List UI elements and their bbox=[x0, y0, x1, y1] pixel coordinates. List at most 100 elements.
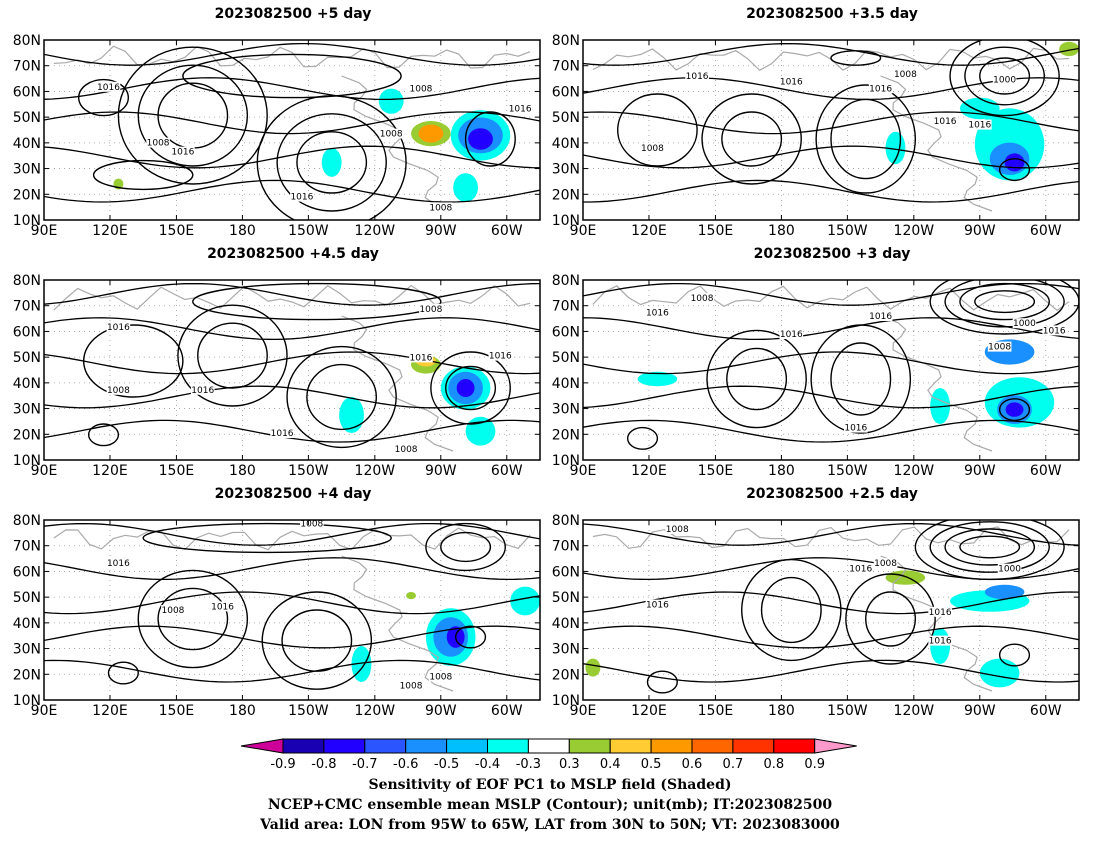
latitude-label: 70N bbox=[552, 539, 580, 555]
latitude-label: 40N bbox=[13, 616, 41, 632]
mslp-contour-line bbox=[929, 521, 1050, 573]
contour-label: 1016 bbox=[191, 386, 214, 396]
mslp-contour-line bbox=[44, 557, 540, 581]
longitude-label: 90W bbox=[964, 463, 996, 479]
longitude-label: 90E bbox=[31, 463, 58, 479]
longitude-label: 60W bbox=[1030, 223, 1062, 239]
mslp-contour-line bbox=[626, 426, 659, 450]
mslp-contour-line bbox=[440, 531, 492, 563]
map-panel-3: 1016 1008 1016 1016 1016 1016 1008 1008 80N 70N 60… bbox=[13, 273, 541, 479]
contour-label: 1016 bbox=[509, 104, 532, 114]
mslp-contours: 1016 1016 1008 1008 1008 1008 bbox=[44, 520, 540, 692]
contour-label: 1000 bbox=[1013, 319, 1036, 329]
longitude-label: 120W bbox=[355, 223, 396, 239]
longitude-label: 120E bbox=[631, 223, 667, 239]
longitude-label: 120E bbox=[631, 703, 667, 719]
latitude-label: 50N bbox=[552, 350, 580, 366]
mslp-contour-line bbox=[583, 419, 1079, 443]
latitude-label: 80N bbox=[552, 513, 580, 529]
latitude-label: 70N bbox=[13, 59, 41, 75]
sensitivity-shading bbox=[885, 570, 926, 585]
contour-label: 1016 bbox=[211, 602, 234, 612]
mslp-contour-line bbox=[944, 528, 1036, 566]
contour-label: 1016 bbox=[646, 308, 669, 318]
coastline bbox=[53, 45, 531, 69]
mslp-contour-line bbox=[583, 42, 1079, 66]
contour-label: 1016 bbox=[929, 608, 952, 618]
latitude-label: 30N bbox=[13, 402, 41, 418]
latitude-label: 80N bbox=[13, 273, 41, 289]
map-frame bbox=[43, 279, 541, 461]
latitude-label: 10N bbox=[552, 213, 580, 229]
mslp-contour-line bbox=[815, 84, 917, 194]
caption-line-1: Sensitivity of EOF PC1 to MSLP field (Sh… bbox=[368, 777, 732, 793]
colorbar-tick-label: 0.5 bbox=[641, 757, 662, 772]
mslp-contour-line bbox=[44, 111, 540, 135]
contour-label: 1016 bbox=[271, 429, 294, 439]
mslp-contour-line bbox=[914, 520, 1065, 581]
map-frame bbox=[43, 519, 541, 701]
coastline bbox=[341, 555, 454, 692]
mslp-contour-line bbox=[583, 385, 1079, 409]
sensitivity-shading bbox=[468, 128, 493, 150]
mslp-contour-line bbox=[454, 625, 487, 649]
colorbar-tick-label: -0.7 bbox=[352, 757, 377, 772]
latitude-label: 60N bbox=[552, 84, 580, 100]
longitude-label: 150W bbox=[827, 703, 868, 719]
colorbar-tick-label: 0.6 bbox=[682, 757, 703, 772]
latitude-label: 30N bbox=[552, 162, 580, 178]
mslp-contour-line bbox=[721, 111, 783, 167]
mslp-contour-line bbox=[998, 643, 1031, 667]
latitude-label: 40N bbox=[13, 136, 41, 152]
mslp-contour-line bbox=[583, 522, 1079, 546]
longitude-label: 120E bbox=[92, 703, 128, 719]
panel-title-6: 2023082500 +2.5 day bbox=[746, 486, 918, 502]
mslp-contour-line bbox=[583, 591, 1079, 615]
longitude-label: 150W bbox=[288, 703, 329, 719]
colorbar-segment bbox=[364, 738, 407, 754]
mslp-contour-line bbox=[998, 158, 1031, 182]
sensitivity-shading bbox=[585, 658, 601, 677]
mslp-contour-line bbox=[281, 609, 353, 672]
sensitivity-shading bbox=[378, 88, 404, 114]
map-panel-2: 1016101610161016100810001016100880N70N60… bbox=[552, 33, 1080, 239]
mslp-contour-line bbox=[583, 659, 1079, 683]
mslp-contour-line bbox=[44, 317, 540, 341]
longitude-label: 60W bbox=[491, 703, 523, 719]
colorbar-tick-label: 0.3 bbox=[559, 757, 580, 772]
contour-label: 1008 bbox=[147, 139, 170, 149]
longitude-label: 150E bbox=[698, 463, 734, 479]
longitude-label: 60W bbox=[491, 223, 523, 239]
contour-label: 1016 bbox=[107, 559, 130, 569]
contour-label: 1008 bbox=[162, 606, 185, 616]
contour-label: 1016 bbox=[686, 72, 709, 82]
map-frame bbox=[582, 519, 1080, 701]
latitude-label: 70N bbox=[552, 299, 580, 315]
longitude-label: 150E bbox=[159, 463, 195, 479]
latitude-label: 30N bbox=[552, 642, 580, 658]
longitude-label: 120E bbox=[631, 463, 667, 479]
mslp-contour-line bbox=[306, 363, 378, 431]
sensitivity-shading bbox=[1059, 41, 1079, 57]
contour-label: 1016 bbox=[849, 565, 872, 575]
mslp-contour-line bbox=[142, 522, 392, 554]
mslp-contour-line bbox=[296, 131, 368, 194]
longitude-label: 90E bbox=[570, 703, 597, 719]
sensitivity-shading bbox=[418, 124, 444, 143]
contour-label: 1008 bbox=[666, 525, 689, 535]
longitude-label: 150E bbox=[159, 703, 195, 719]
mslp-contour-line bbox=[182, 53, 402, 99]
map-frame bbox=[43, 39, 541, 221]
latitude-label: 10N bbox=[13, 213, 41, 229]
latitude-label: 60N bbox=[552, 564, 580, 580]
mslp-contour-line bbox=[583, 351, 1079, 375]
colorbar-segment bbox=[446, 738, 489, 754]
latitude-label: 60N bbox=[13, 564, 41, 580]
latitude-label: 50N bbox=[13, 110, 41, 126]
colorbar-tick-label: -0.9 bbox=[270, 757, 295, 772]
latitude-label: 30N bbox=[13, 642, 41, 658]
mslp-contour-line bbox=[87, 423, 120, 447]
mslp-contour-line bbox=[117, 46, 268, 185]
longitude-label: 120E bbox=[92, 223, 128, 239]
latitude-label: 20N bbox=[552, 427, 580, 443]
